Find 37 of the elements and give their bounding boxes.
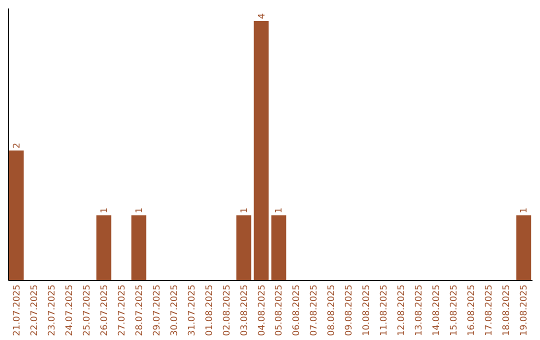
- x-tick-label: 16.08.2025: [467, 284, 478, 336]
- x-tick-label: 10.08.2025: [362, 284, 372, 336]
- x-tick-label: 05.08.2025: [274, 284, 285, 336]
- x-tick-label: 28.07.2025: [134, 284, 145, 336]
- x-tick-label: 13.08.2025: [414, 284, 425, 336]
- x-tick-label: 21.07.2025: [12, 284, 22, 336]
- x-tick-label: 09.08.2025: [344, 284, 355, 336]
- data-label: 1: [100, 208, 110, 214]
- x-tick-label: 23.07.2025: [47, 284, 58, 336]
- x-tick-label: 02.08.2025: [222, 284, 232, 336]
- x-tick-label: 08.08.2025: [327, 284, 338, 336]
- x-tick-label: 07.08.2025: [310, 284, 320, 336]
- x-tick-label: 06.08.2025: [292, 284, 302, 336]
- data-label: 1: [274, 208, 285, 214]
- x-tick-label: 30.07.2025: [170, 284, 180, 336]
- x-tick-label: 18.08.2025: [502, 284, 512, 336]
- x-tick-label: 26.07.2025: [100, 284, 110, 336]
- x-tick-label: 24.07.2025: [64, 284, 75, 336]
- x-tick-label: 17.08.2025: [484, 284, 495, 336]
- x-tick-label: 01.08.2025: [204, 284, 215, 336]
- data-label: 2: [12, 142, 22, 148]
- x-tick-label: 04.08.2025: [257, 284, 268, 336]
- x-tick-label: 22.07.2025: [30, 284, 40, 336]
- data-label: 1: [520, 208, 530, 214]
- data-label: 1: [134, 208, 145, 214]
- x-tick-label: 15.08.2025: [450, 284, 460, 336]
- x-tick-label: 25.07.2025: [82, 284, 92, 336]
- x-tick-label: 12.08.2025: [397, 284, 408, 336]
- x-tick-label: 11.08.2025: [380, 284, 390, 336]
- x-tick-label: 29.07.2025: [152, 284, 162, 336]
- x-tick-label: 14.08.2025: [432, 284, 442, 336]
- x-tick-label: 27.07.2025: [117, 284, 128, 336]
- x-tick-label: 19.08.2025: [520, 284, 530, 336]
- x-tick-label: 03.08.2025: [240, 284, 250, 336]
- x-tick-label: 31.07.2025: [187, 284, 198, 336]
- data-label: 1: [240, 208, 250, 214]
- data-label: 4: [257, 12, 268, 19]
